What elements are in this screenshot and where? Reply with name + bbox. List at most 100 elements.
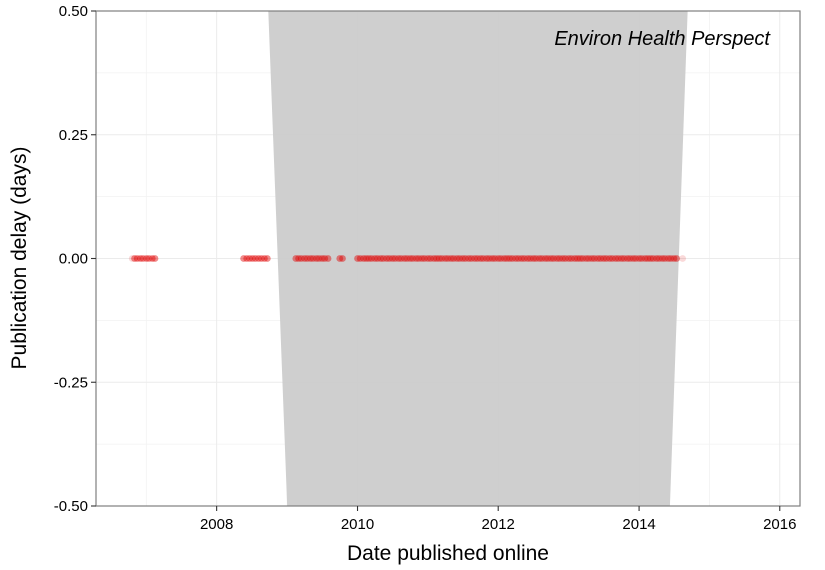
data-point	[614, 255, 622, 262]
data-point	[148, 255, 156, 262]
data-point	[459, 255, 467, 262]
data-point	[641, 255, 649, 262]
confidence-band	[268, 11, 688, 506]
data-point	[644, 255, 652, 262]
data-point	[438, 255, 446, 262]
data-point	[620, 255, 628, 262]
data-point	[339, 255, 346, 262]
data-point	[664, 255, 672, 262]
data-point	[297, 255, 305, 262]
data-point	[600, 255, 608, 262]
data-point	[418, 255, 426, 262]
data-point	[292, 255, 300, 262]
data-point	[529, 255, 537, 262]
data-point	[524, 255, 531, 262]
data-point	[483, 255, 490, 262]
data-point	[255, 255, 262, 262]
data-point	[638, 255, 646, 262]
data-point	[383, 255, 391, 262]
data-point	[553, 255, 561, 262]
data-point	[679, 255, 687, 262]
data-point	[261, 255, 268, 262]
data-point	[362, 255, 370, 262]
data-point	[556, 255, 564, 262]
data-point	[632, 255, 640, 262]
data-point	[491, 255, 499, 262]
data-point	[251, 255, 259, 262]
data-point	[453, 255, 461, 262]
data-point	[312, 255, 320, 262]
data-point	[391, 255, 399, 262]
y-tick-label: -0.50	[54, 498, 88, 515]
data-point	[301, 255, 308, 262]
data-point	[670, 255, 678, 262]
data-point	[661, 255, 669, 262]
x-tick-label: 2016	[763, 516, 796, 533]
data-point	[606, 255, 613, 262]
data-point	[246, 255, 253, 262]
data-point	[468, 255, 475, 262]
data-point	[518, 255, 525, 262]
x-tick-label: 2008	[200, 516, 233, 533]
x-tick-label: 2014	[622, 516, 655, 533]
data-point	[629, 255, 637, 262]
x-tick-label: 2012	[482, 516, 515, 533]
data-point	[360, 255, 367, 262]
data-point	[321, 255, 329, 262]
data-point	[128, 255, 136, 262]
data-point	[655, 255, 663, 262]
data-point	[243, 255, 251, 262]
x-tick-label: 2010	[341, 516, 374, 533]
data-points	[128, 255, 687, 262]
data-point	[309, 255, 317, 262]
data-point	[385, 255, 393, 262]
data-point	[494, 255, 502, 262]
data-point	[568, 255, 575, 262]
data-point	[295, 255, 302, 262]
data-point	[541, 255, 549, 262]
data-point	[585, 255, 593, 262]
data-point	[424, 255, 432, 262]
data-point	[503, 255, 511, 262]
data-point	[653, 255, 660, 262]
data-point	[374, 255, 381, 262]
data-point	[602, 255, 610, 262]
data-point	[559, 255, 567, 262]
data-point	[485, 255, 493, 262]
data-point	[365, 255, 373, 262]
data-point	[635, 255, 643, 262]
data-point	[544, 255, 552, 262]
data-point	[415, 255, 423, 262]
data-point	[658, 255, 666, 262]
data-point	[441, 255, 449, 262]
data-point	[306, 255, 314, 262]
data-point	[400, 255, 408, 262]
y-tick-label: 0.00	[59, 251, 88, 268]
data-point	[588, 255, 596, 262]
data-point	[608, 255, 616, 262]
data-point	[500, 255, 508, 262]
data-point	[240, 255, 248, 262]
data-point	[356, 255, 364, 262]
data-point	[594, 255, 602, 262]
data-point	[379, 255, 387, 262]
data-point	[512, 255, 520, 262]
data-point	[591, 255, 598, 262]
data-point	[151, 255, 159, 262]
y-tick-label: -0.25	[54, 374, 88, 391]
data-point	[263, 255, 271, 262]
data-point	[421, 255, 428, 262]
data-point	[562, 255, 569, 262]
data-point	[532, 255, 540, 262]
data-point	[597, 255, 604, 262]
data-point	[471, 255, 479, 262]
data-point	[509, 255, 516, 262]
data-point	[576, 255, 584, 262]
data-point	[579, 255, 587, 262]
data-point	[462, 255, 469, 262]
data-point	[647, 255, 654, 262]
data-point	[488, 255, 496, 262]
data-point	[547, 255, 555, 262]
data-point	[649, 255, 657, 262]
